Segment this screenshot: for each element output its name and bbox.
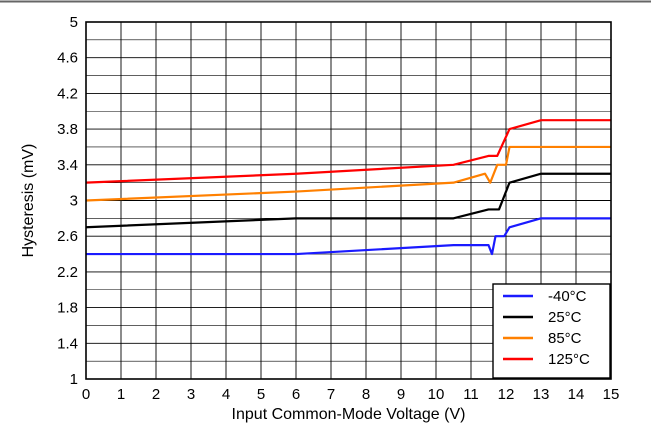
series-line--40°C bbox=[86, 217, 611, 256]
legend: -40°C 25°C 85°C 125°C bbox=[492, 283, 611, 379]
x-tick-label: 3 bbox=[187, 386, 195, 403]
x-tick-label: 14 bbox=[568, 386, 585, 403]
legend-box bbox=[492, 283, 611, 379]
x-tick-label: 11 bbox=[463, 386, 479, 403]
x-tick-label: 12 bbox=[498, 386, 515, 403]
x-tick-label: 6 bbox=[292, 386, 300, 403]
x-tick-label: 5 bbox=[257, 386, 265, 403]
y-tick-label: 5 bbox=[70, 14, 78, 31]
series-line-85°C bbox=[85, 145, 611, 202]
y-tick-label: 4.2 bbox=[57, 85, 78, 102]
x-axis-title: Input Common-Mode Voltage (V) bbox=[232, 406, 466, 423]
legend-label: 85°C bbox=[548, 330, 582, 347]
legend-label: 25°C bbox=[548, 309, 582, 326]
y-tick-label: 3.4 bbox=[57, 157, 78, 174]
x-tick-labels: 0 1 2 3 4 5 6 7 8 9 10 11 12 13 14 15 bbox=[82, 386, 620, 403]
y-tick-label: 2.6 bbox=[57, 228, 78, 245]
x-tick-label: 8 bbox=[362, 386, 370, 403]
legend-label: -40°C bbox=[548, 288, 587, 305]
y-tick-label: 4.6 bbox=[57, 50, 78, 67]
plot-frame bbox=[85, 21, 612, 380]
x-tick-label: 7 bbox=[327, 386, 335, 403]
series-lines bbox=[85, 119, 611, 256]
x-tick-label: 4 bbox=[222, 386, 230, 403]
x-tick-label: 9 bbox=[397, 386, 405, 403]
y-axis-title: Hysteresis (mV) bbox=[20, 144, 37, 258]
y-tick-label: 1.4 bbox=[57, 335, 78, 352]
series-line-25°C bbox=[85, 172, 611, 229]
x-tick-label: 10 bbox=[428, 386, 445, 403]
x-tick-label: 2 bbox=[152, 386, 160, 403]
x-tick-label: 13 bbox=[533, 386, 550, 403]
y-tick-label: 1.8 bbox=[57, 300, 78, 317]
y-tick-label: 3.8 bbox=[57, 121, 78, 138]
x-tick-label: 0 bbox=[82, 386, 90, 403]
legend-label: 125°C bbox=[548, 351, 590, 368]
y-tick-label: 2.2 bbox=[57, 264, 78, 281]
x-tick-label: 1 bbox=[117, 386, 125, 403]
series-line-125°C bbox=[85, 119, 611, 184]
x-tick-label: 15 bbox=[603, 386, 620, 403]
y-tick-label: 3 bbox=[70, 193, 78, 210]
y-tick-labels: 1 1.4 1.8 2.2 2.6 3 3.4 3.8 4.2 4.6 5 bbox=[57, 14, 78, 388]
y-tick-label: 1 bbox=[70, 371, 78, 388]
